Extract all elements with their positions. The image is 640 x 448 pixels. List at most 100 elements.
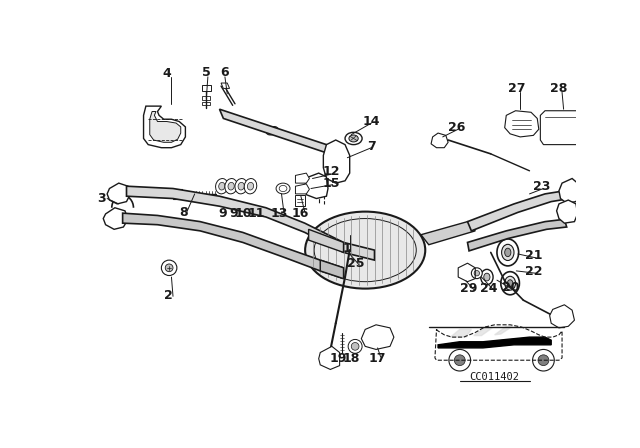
Polygon shape <box>320 260 344 279</box>
Polygon shape <box>421 222 476 245</box>
Ellipse shape <box>484 273 490 281</box>
Text: 12: 12 <box>323 165 340 178</box>
Text: 19: 19 <box>330 352 347 365</box>
Polygon shape <box>451 329 472 337</box>
Text: 5: 5 <box>202 66 211 79</box>
Ellipse shape <box>113 216 118 222</box>
Text: 6: 6 <box>220 66 228 79</box>
Polygon shape <box>362 325 394 349</box>
Text: 7: 7 <box>367 140 376 153</box>
Text: 3: 3 <box>97 192 106 205</box>
Ellipse shape <box>508 280 513 287</box>
Ellipse shape <box>501 271 520 295</box>
Polygon shape <box>296 184 309 194</box>
Text: 28: 28 <box>550 82 568 95</box>
Ellipse shape <box>248 182 253 190</box>
Text: 29: 29 <box>460 282 477 295</box>
Circle shape <box>454 355 465 366</box>
Text: 27: 27 <box>508 82 526 95</box>
Circle shape <box>532 349 554 371</box>
Polygon shape <box>123 213 344 279</box>
Polygon shape <box>505 111 539 137</box>
Ellipse shape <box>505 276 516 290</box>
Polygon shape <box>319 346 340 370</box>
Ellipse shape <box>116 191 122 197</box>
Ellipse shape <box>235 179 248 194</box>
Circle shape <box>472 268 482 279</box>
Ellipse shape <box>219 182 225 190</box>
Ellipse shape <box>266 127 278 135</box>
Text: 17: 17 <box>368 352 385 365</box>
Text: 11: 11 <box>247 207 265 220</box>
Polygon shape <box>540 111 586 145</box>
Polygon shape <box>308 229 344 252</box>
Ellipse shape <box>276 183 290 194</box>
Polygon shape <box>220 109 330 154</box>
Ellipse shape <box>329 153 343 170</box>
Polygon shape <box>103 208 128 229</box>
Circle shape <box>449 349 470 371</box>
Polygon shape <box>438 337 551 348</box>
Ellipse shape <box>567 189 573 196</box>
Polygon shape <box>296 173 309 183</box>
Text: 24: 24 <box>481 282 498 295</box>
Polygon shape <box>150 112 180 142</box>
Ellipse shape <box>269 129 275 133</box>
Text: 8: 8 <box>179 206 188 219</box>
Polygon shape <box>550 305 575 328</box>
Polygon shape <box>127 186 374 260</box>
Ellipse shape <box>564 209 570 215</box>
Polygon shape <box>467 191 570 231</box>
Ellipse shape <box>228 182 234 190</box>
Text: 22: 22 <box>525 265 542 278</box>
Text: 23: 23 <box>533 181 550 194</box>
Ellipse shape <box>497 239 518 266</box>
Text: 20: 20 <box>502 280 520 293</box>
Text: 1: 1 <box>342 242 351 255</box>
Circle shape <box>538 355 549 366</box>
Text: 21: 21 <box>525 249 542 262</box>
Text: 25: 25 <box>347 257 365 270</box>
Circle shape <box>348 340 362 353</box>
Polygon shape <box>323 140 349 183</box>
Text: 9: 9 <box>218 207 227 220</box>
Text: 4: 4 <box>163 67 171 80</box>
Ellipse shape <box>505 248 511 257</box>
Ellipse shape <box>332 156 340 167</box>
Text: 18: 18 <box>342 352 360 365</box>
Polygon shape <box>107 183 131 204</box>
Ellipse shape <box>225 179 237 194</box>
Circle shape <box>165 264 173 271</box>
Text: 26: 26 <box>448 121 465 134</box>
Text: 9: 9 <box>229 207 238 220</box>
Polygon shape <box>474 328 492 336</box>
Text: 14: 14 <box>363 115 380 128</box>
Polygon shape <box>557 200 577 223</box>
Polygon shape <box>467 220 566 251</box>
Ellipse shape <box>502 244 514 260</box>
Polygon shape <box>202 85 211 90</box>
Circle shape <box>161 260 177 276</box>
Polygon shape <box>305 173 328 198</box>
Polygon shape <box>559 178 580 203</box>
Text: CC011402: CC011402 <box>470 372 520 382</box>
Text: 13: 13 <box>271 207 288 220</box>
Ellipse shape <box>216 179 228 194</box>
Polygon shape <box>173 189 182 198</box>
Text: 10: 10 <box>235 207 252 220</box>
Ellipse shape <box>345 132 362 145</box>
Ellipse shape <box>305 211 425 289</box>
Text: 16: 16 <box>291 207 308 220</box>
Polygon shape <box>495 326 513 335</box>
Ellipse shape <box>481 269 493 285</box>
Ellipse shape <box>349 135 358 142</box>
Ellipse shape <box>238 182 244 190</box>
Circle shape <box>474 271 479 276</box>
Ellipse shape <box>557 122 571 133</box>
Polygon shape <box>221 83 230 88</box>
Polygon shape <box>431 133 448 148</box>
Circle shape <box>351 343 359 350</box>
Ellipse shape <box>244 179 257 194</box>
Text: 2: 2 <box>164 289 173 302</box>
Ellipse shape <box>373 335 382 343</box>
